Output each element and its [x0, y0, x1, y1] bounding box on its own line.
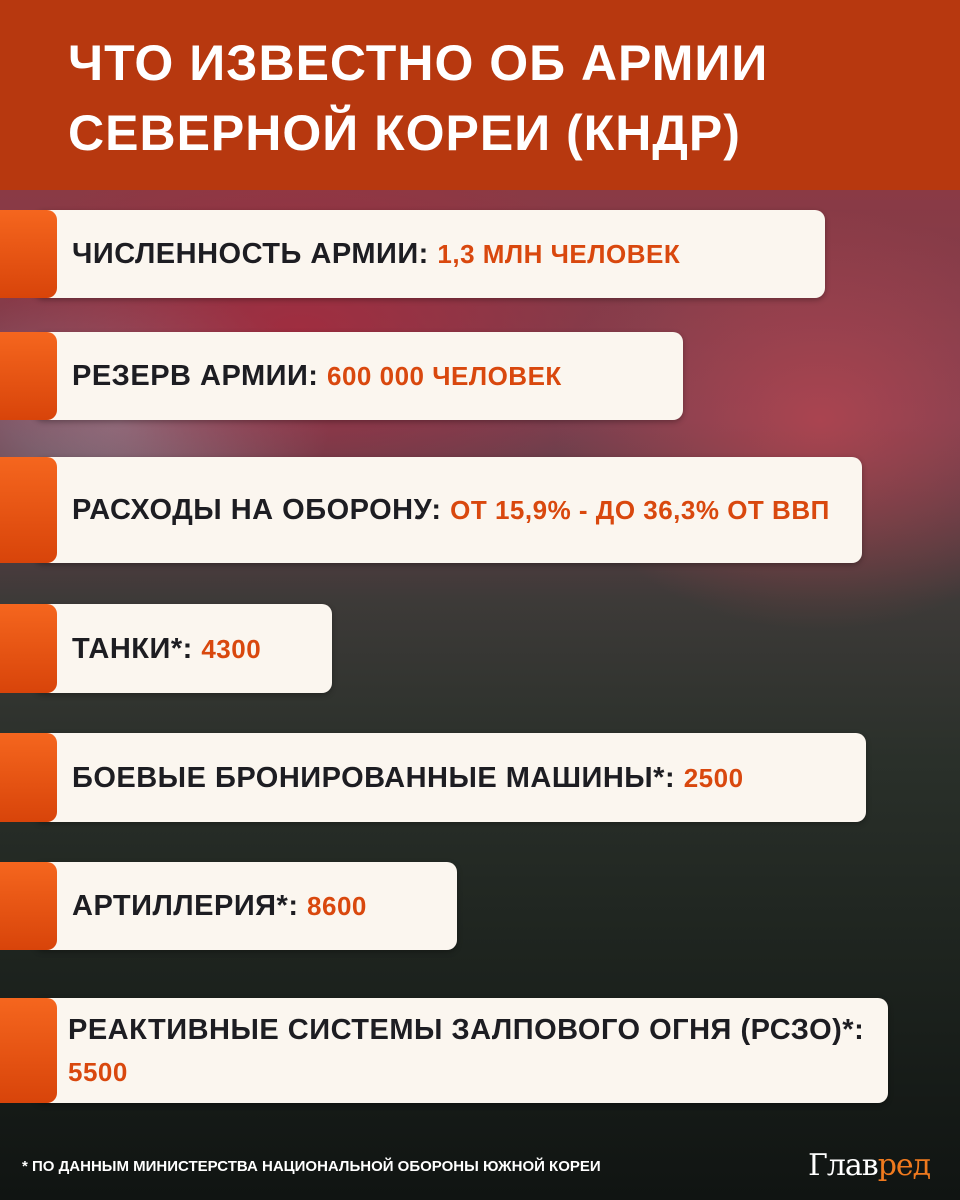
fact-card: РЕЗЕРВ АРМИИ: 600 000 ЧЕЛОВЕК — [0, 332, 683, 420]
logo-part-1: Глав — [808, 1148, 879, 1183]
fact-value: 2500 — [683, 762, 744, 793]
glavred-logo: Главред — [808, 1148, 931, 1183]
orange-tab — [0, 457, 57, 563]
title-line-1: ЧТО ИЗВЕСТНО ОБ АРМИИ — [68, 35, 769, 91]
fact-value: 600 000 ЧЕЛОВЕК — [327, 361, 562, 391]
fact-value: 1,3 МЛН ЧЕЛОВЕК — [437, 239, 681, 269]
fact-value: ОТ 15,9% - ДО 36,3% ОТ ВВП — [450, 495, 830, 525]
fact-label: БОЕВЫЕ БРОНИРОВАННЫЕ МАШИНЫ*: — [72, 761, 676, 794]
title-line-2: СЕВЕРНОЙ КОРЕИ (КНДР) — [68, 105, 741, 161]
orange-tab — [0, 733, 57, 822]
page-title: ЧТО ИЗВЕСТНО ОБ АРМИИ СЕВЕРНОЙ КОРЕИ (КН… — [68, 28, 768, 168]
orange-tab — [0, 210, 57, 298]
fact-card: РАСХОДЫ НА ОБОРОНУ: ОТ 15,9% - ДО 36,3% … — [0, 457, 862, 563]
fact-label: АРТИЛЛЕРИЯ*: — [72, 890, 299, 922]
fact-card: ТАНКИ*: 4300 — [0, 604, 332, 693]
orange-tab — [0, 998, 57, 1103]
fact-card: АРТИЛЛЕРИЯ*: 8600 — [0, 862, 457, 950]
fact-card: БОЕВЫЕ БРОНИРОВАННЫЕ МАШИНЫ*: 2500 — [0, 733, 866, 822]
fact-label: РЕАКТИВНЫЕ СИСТЕМЫ ЗАЛПОВОГО ОГНЯ (РСЗО)… — [68, 1013, 865, 1046]
fact-value: 4300 — [201, 633, 262, 664]
fact-label: ТАНКИ*: — [72, 632, 193, 665]
footnote: * ПО ДАННЫМ МИНИСТЕРСТВА НАЦИОНАЛЬНОЙ ОБ… — [22, 1158, 601, 1175]
fact-label: РАСХОДЫ НА ОБОРОНУ: — [72, 494, 442, 526]
fact-label: РЕЗЕРВ АРМИИ: — [72, 360, 319, 392]
orange-tab — [0, 604, 57, 693]
fact-value: 8600 — [307, 891, 367, 921]
fact-card: ЧИСЛЕННОСТЬ АРМИИ: 1,3 МЛН ЧЕЛОВЕК — [0, 210, 825, 298]
fact-card: РЕАКТИВНЫЕ СИСТЕМЫ ЗАЛПОВОГО ОГНЯ (РСЗО)… — [0, 998, 888, 1103]
header: ЧТО ИЗВЕСТНО ОБ АРМИИ СЕВЕРНОЙ КОРЕИ (КН… — [0, 0, 960, 190]
fact-value: 5500 — [68, 1056, 128, 1087]
fact-label: ЧИСЛЕННОСТЬ АРМИИ: — [72, 238, 429, 270]
orange-tab — [0, 862, 57, 950]
orange-tab — [0, 332, 57, 420]
logo-part-2: ред — [877, 1148, 931, 1183]
